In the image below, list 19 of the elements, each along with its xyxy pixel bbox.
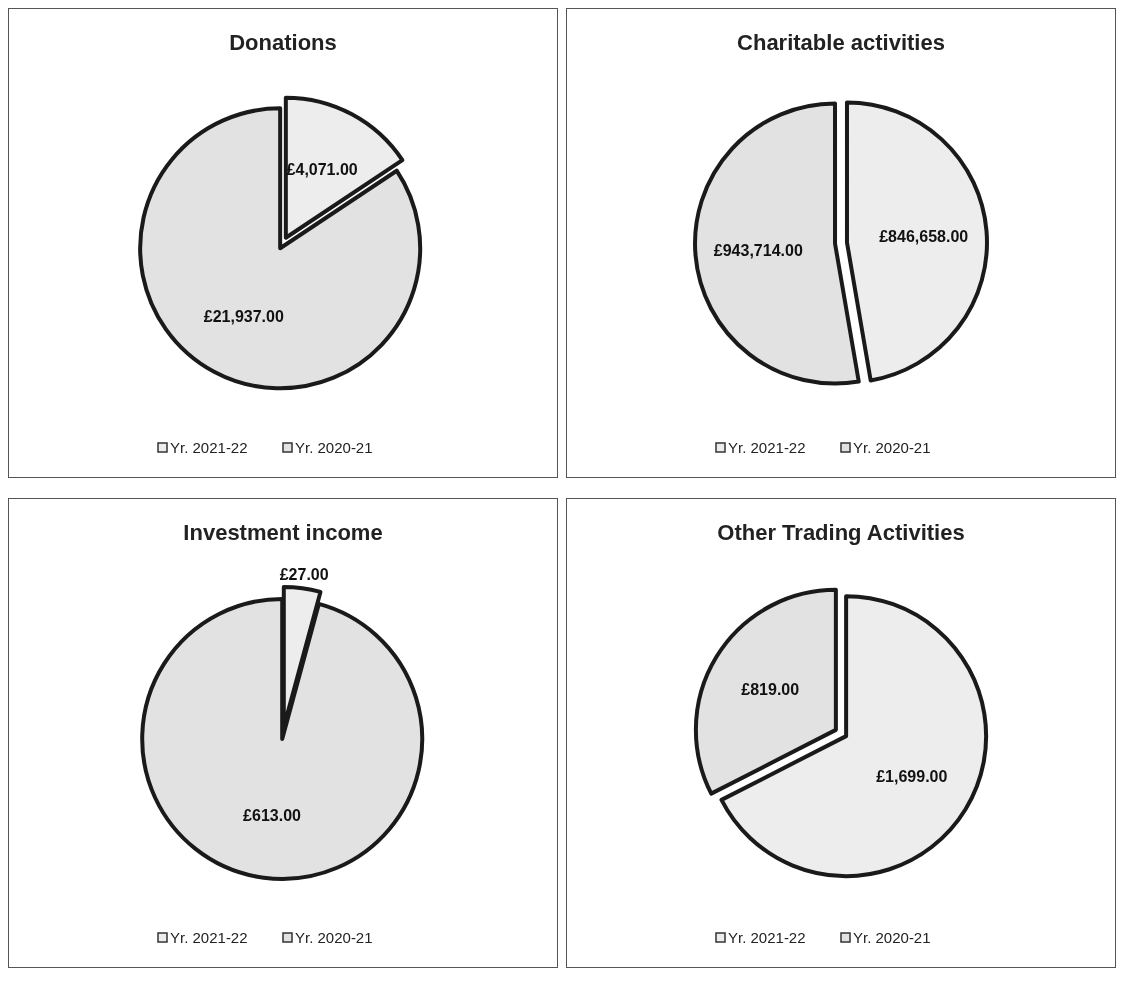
chart-title: Other Trading Activities [717, 520, 965, 545]
chart-title: Charitable activities [737, 30, 945, 55]
chart-title: Donations [229, 30, 337, 55]
data-label: £1,699.00 [876, 767, 948, 785]
data-label: £943,714.00 [713, 241, 803, 259]
data-label: £613.00 [243, 806, 302, 824]
data-label: £846,658.00 [879, 227, 969, 245]
legend-label: Yr. 2021-22 [728, 439, 806, 457]
data-label: £27.00 [279, 566, 329, 583]
legend-label: Yr. 2020-21 [853, 439, 931, 457]
legend-label: Yr. 2021-22 [170, 929, 248, 947]
legend-label: Yr. 2020-21 [853, 929, 931, 947]
legend-label: Yr. 2021-22 [728, 929, 806, 947]
legend-label: Yr. 2021-22 [170, 439, 248, 457]
legend-label: Yr. 2020-21 [295, 439, 373, 457]
data-label: £21,937.00 [203, 307, 284, 325]
legend-label: Yr. 2020-21 [295, 929, 373, 947]
data-label: £819.00 [741, 681, 800, 699]
chart-title: Investment income [183, 520, 383, 545]
